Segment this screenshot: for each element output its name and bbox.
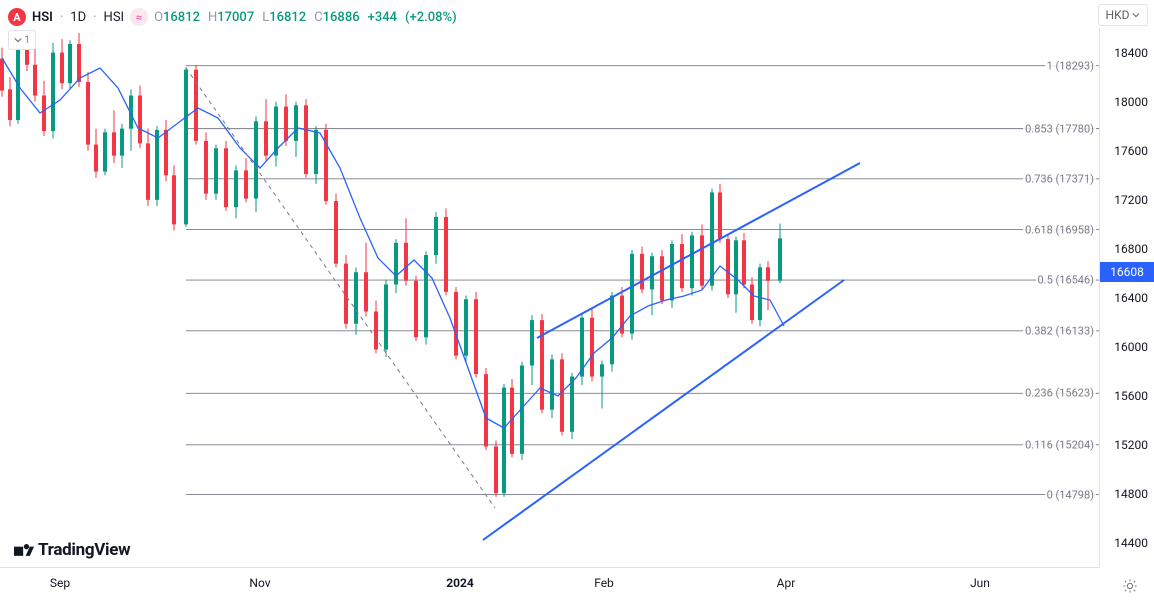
price-tick: 15600	[1114, 389, 1148, 403]
ohlc-high: 17007	[217, 10, 254, 25]
separator: ·	[60, 10, 63, 25]
fib-label: 0.736 (17371)	[1023, 172, 1096, 185]
price-tick: 17200	[1114, 193, 1148, 207]
symbol-name[interactable]: HSI	[32, 10, 53, 25]
chart-header: A HSI · 1D · HSI ≈ O16812 H17007 L16812 …	[8, 6, 457, 28]
chart-root: A HSI · 1D · HSI ≈ O16812 H17007 L16812 …	[0, 0, 1154, 608]
price-tick: 18000	[1114, 95, 1148, 109]
tv-icon	[14, 543, 34, 557]
time-tick: 2024	[446, 576, 474, 590]
separator: ·	[93, 10, 96, 25]
fib-label: 0.618 (16958)	[1023, 223, 1096, 236]
symbol-logo: A	[8, 8, 26, 26]
current-price-tag: 16608	[1100, 262, 1154, 282]
fib-label: 0.5 (16546)	[1036, 274, 1097, 287]
time-tick: Apr	[777, 576, 796, 590]
exchange: HSI	[104, 10, 125, 25]
price-tick: 14800	[1114, 487, 1148, 501]
price-tick: 17600	[1114, 144, 1148, 158]
tradingview-logo: TradingView	[14, 540, 130, 560]
ohlc-open: 16812	[163, 10, 200, 25]
price-tick: 16800	[1114, 242, 1148, 256]
fib-label: 0.116 (15204)	[1023, 438, 1096, 451]
chart-plot-area[interactable]: 1 (18293) 0.853 (17780) 0.736 (17371) 0.618…	[0, 28, 1100, 568]
fib-label: 0 (14798)	[1045, 488, 1096, 501]
fib-label: 0.236 (15623)	[1023, 387, 1096, 400]
fib-label: 0.853 (17780)	[1023, 122, 1096, 135]
time-tick: Feb	[594, 576, 614, 590]
indicator-badge[interactable]: ≈	[130, 8, 148, 26]
ohlc-close: 16886	[323, 10, 360, 25]
chevron-down-icon	[1132, 11, 1140, 19]
ohlc-low: 16812	[269, 10, 306, 25]
time-tick: Jun	[970, 576, 990, 590]
price-tick: 18400	[1114, 46, 1148, 60]
settings-button[interactable]	[1122, 578, 1138, 598]
chevron-down-icon	[14, 36, 22, 44]
ohlc-change: +344	[368, 10, 397, 25]
price-tick: 14400	[1114, 536, 1148, 550]
price-tick: 15200	[1114, 438, 1148, 452]
timeframe[interactable]: 1D	[70, 10, 86, 25]
time-tick: Sep	[50, 576, 70, 590]
time-axis[interactable]: Sep Nov 2024 Feb Apr Jun	[0, 567, 1100, 608]
fib-label: 1 (18293)	[1045, 59, 1096, 72]
price-tick: 16000	[1114, 340, 1148, 354]
price-tick: 16400	[1114, 291, 1148, 305]
ohlc-row: O16812 H17007 L16812 C16886 +344 (+2.08%…	[154, 10, 457, 25]
fib-label: 0.382 (16133)	[1023, 324, 1096, 337]
collapse-toggle[interactable]: 1	[8, 30, 36, 50]
time-tick: Nov	[249, 576, 270, 590]
price-axis[interactable]: 14400 14800 15200 15600 16000 16400 16800 17200…	[1099, 28, 1154, 568]
currency-selector[interactable]: HKD	[1098, 4, 1148, 26]
ohlc-change-pct: (+2.08%)	[405, 10, 457, 25]
chart-svg	[0, 28, 1100, 568]
gear-icon	[1122, 578, 1138, 594]
